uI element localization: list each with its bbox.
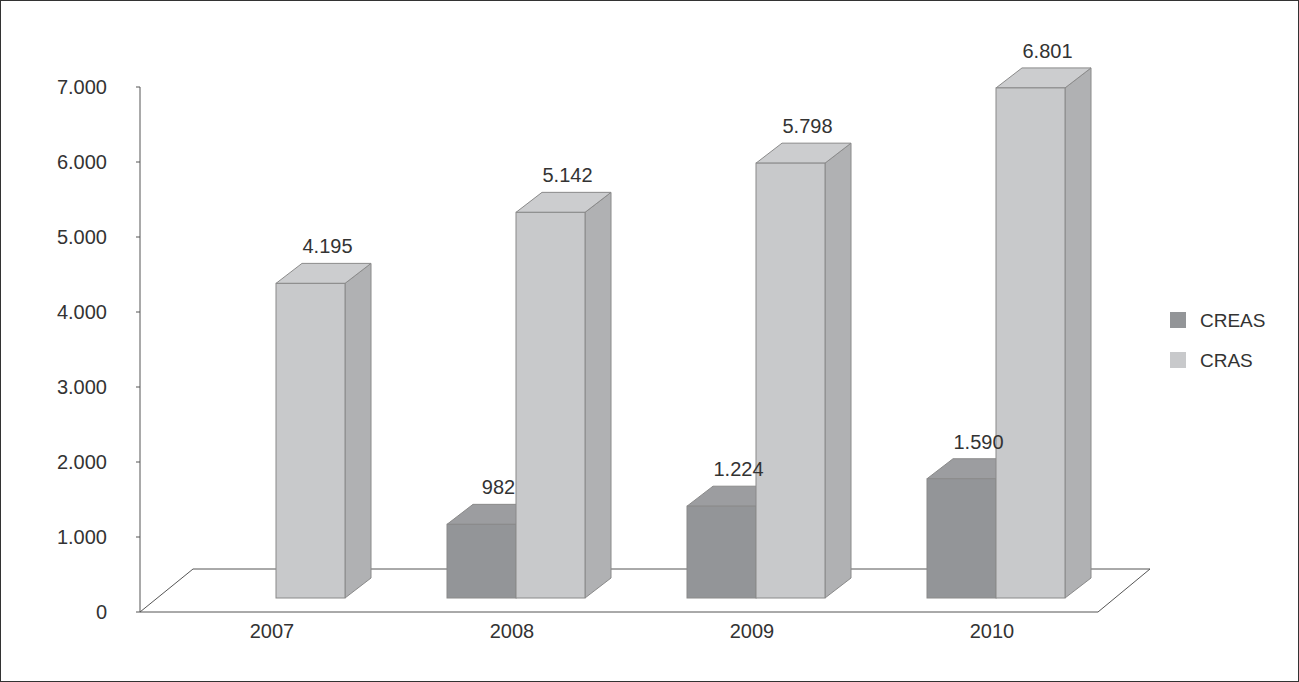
bar <box>996 68 1091 598</box>
bar-front <box>447 524 516 598</box>
legend-swatch <box>1170 312 1186 328</box>
chart: 0 1.000 2.000 3.000 4.000 5.000 6.000 7.000 982 1… <box>0 0 1299 682</box>
x-tick-label: 2009 <box>730 620 775 642</box>
y-tick <box>136 312 140 313</box>
bar <box>276 263 371 598</box>
legend: CREAS CRAS <box>1170 310 1265 371</box>
data-label: 1.590 <box>953 431 1003 453</box>
bars <box>276 68 1091 598</box>
legend-label: CREAS <box>1200 310 1265 331</box>
y-tick <box>136 162 140 163</box>
y-tick-label: 0 <box>96 601 107 623</box>
bar-side <box>585 192 611 598</box>
bar-top <box>756 143 851 163</box>
data-label: 1.224 <box>713 458 763 480</box>
legend-swatch <box>1170 352 1186 368</box>
bar-top <box>276 263 371 283</box>
y-tick <box>136 537 140 538</box>
data-label: 5.798 <box>782 115 832 137</box>
frame <box>1 1 1299 682</box>
y-tick-label: 3.000 <box>57 376 107 398</box>
bar <box>756 143 851 598</box>
x-tick-label: 2010 <box>970 620 1015 642</box>
y-axis-line <box>140 87 141 612</box>
bar-side <box>1065 68 1091 598</box>
data-label: 6.801 <box>1022 40 1072 62</box>
legend-label: CRAS <box>1200 350 1253 371</box>
bar <box>516 192 611 598</box>
y-tick <box>136 87 140 88</box>
y-tick-label: 5.000 <box>57 226 107 248</box>
bar-front <box>756 163 825 598</box>
bar-front <box>276 283 345 598</box>
bar-side <box>345 263 371 598</box>
y-tick-label: 7.000 <box>57 76 107 98</box>
data-label: 4.195 <box>302 235 352 257</box>
bar-top <box>516 192 611 212</box>
data-labels: 982 1.224 1.590 4.195 5.142 5.798 6.801 <box>302 40 1072 498</box>
bar-front <box>516 212 585 598</box>
y-tick <box>136 462 140 463</box>
bar-top <box>996 68 1091 88</box>
y-tick-label: 6.000 <box>57 151 107 173</box>
y-tick <box>136 387 140 388</box>
y-tick-label: 4.000 <box>57 301 107 323</box>
x-tick-label: 2008 <box>490 620 535 642</box>
bar-side <box>825 143 851 598</box>
bar-front <box>996 88 1065 598</box>
x-tick-label: 2007 <box>250 620 295 642</box>
y-tick-label: 1.000 <box>57 526 107 548</box>
y-tick <box>136 612 140 613</box>
y-tick <box>136 237 140 238</box>
bar-front <box>927 479 996 598</box>
data-label: 982 <box>482 476 515 498</box>
data-label: 5.142 <box>542 164 592 186</box>
y-tick-label: 2.000 <box>57 451 107 473</box>
bar-front <box>687 506 756 598</box>
